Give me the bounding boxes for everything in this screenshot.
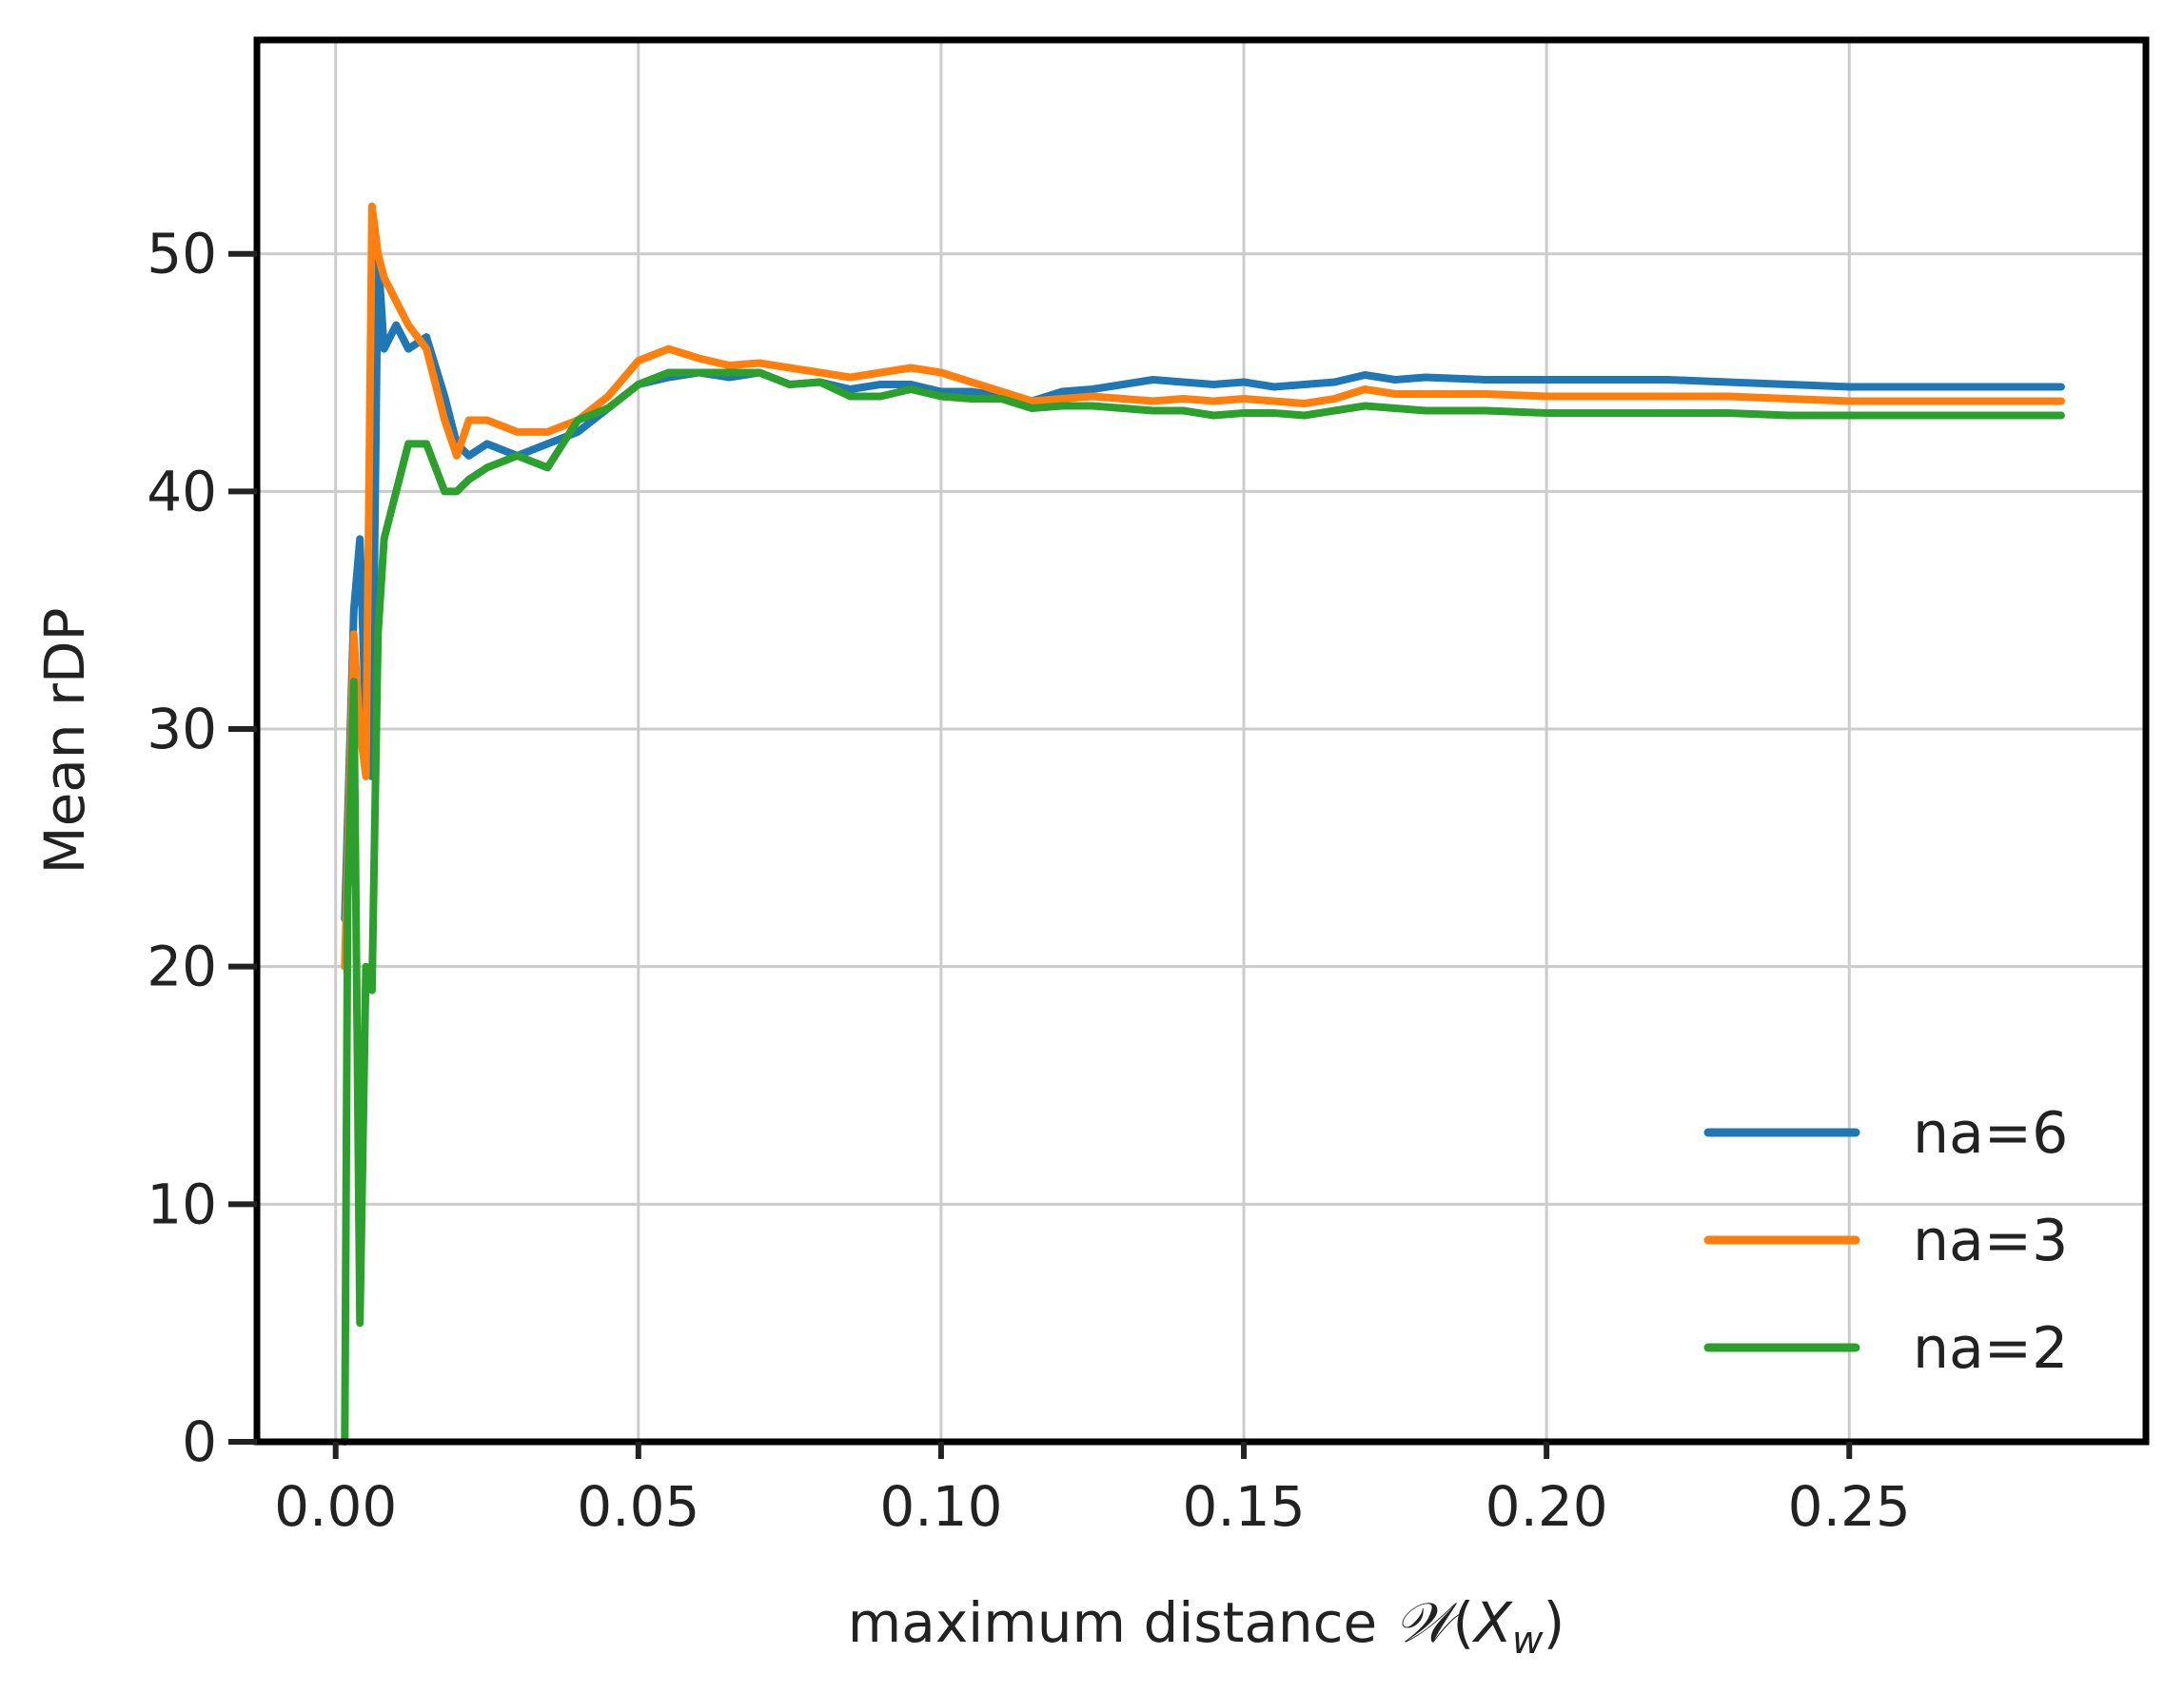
x-axis-label-close-paren: ) (1544, 1590, 1565, 1655)
y-tick-label-2: 20 (147, 935, 217, 999)
x-tick-label-1: 0.05 (577, 1474, 699, 1539)
x-tick-label-0: 0.00 (274, 1474, 397, 1539)
y-tick-label-3: 30 (147, 697, 217, 761)
series-line-2 (341, 368, 2065, 1446)
series-lines (341, 202, 2065, 1446)
x-axis-label-var: X (1471, 1590, 1513, 1655)
legend: na=6 na=3 na=2 (1703, 1100, 2068, 1382)
y-tick-label-0: 0 (182, 1409, 217, 1474)
x-axis-label-main: maximum distance (848, 1590, 1395, 1655)
series-line-0 (341, 249, 2065, 923)
grid (257, 40, 2146, 1444)
y-tick-label-4: 40 (147, 459, 217, 523)
x-axis-label-sub: w (1512, 1619, 1544, 1663)
y-axis-label: Mean rDP (32, 608, 97, 875)
x-axis: 0.00 0.05 0.10 0.15 0.20 0.25 (274, 1442, 1911, 1539)
x-tick-label-4: 0.20 (1486, 1474, 1608, 1539)
y-tick-label-1: 10 (147, 1172, 217, 1236)
legend-label-2: na=2 (1913, 1315, 2068, 1382)
x-tick-label-3: 0.15 (1182, 1474, 1305, 1539)
y-axis: 0 10 20 30 40 50 (147, 222, 257, 1474)
x-axis-label-open-paren: ( (1452, 1590, 1474, 1655)
series-line-1 (341, 202, 2065, 971)
legend-label-1: na=3 (1913, 1208, 2068, 1274)
x-tick-label-2: 0.10 (879, 1474, 1002, 1539)
legend-label-0: na=6 (1913, 1100, 2068, 1167)
y-tick-label-5: 50 (147, 222, 217, 286)
x-tick-label-5: 0.25 (1788, 1474, 1911, 1539)
x-axis-label: maximum distance 𝒲(Xw) (848, 1590, 1564, 1663)
plot-frame (253, 36, 2150, 1446)
